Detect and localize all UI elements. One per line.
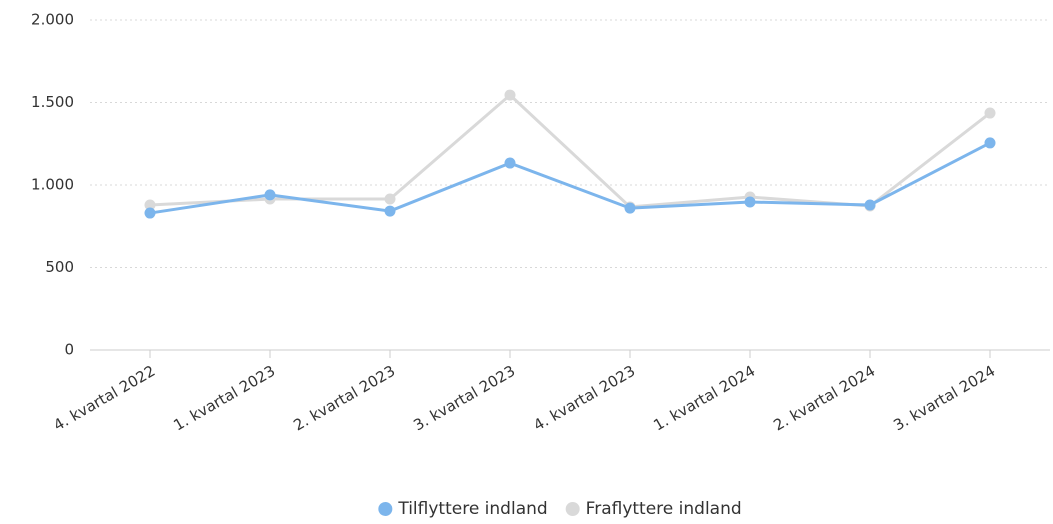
y-tick-label: 0 <box>64 341 74 359</box>
marker <box>504 157 516 169</box>
y-tick-label: 1.000 <box>31 176 74 194</box>
x-tick-label: 4. kvartal 2022 <box>50 362 158 435</box>
x-tick-label: 3. kvartal 2024 <box>890 362 998 435</box>
x-tick-label: 1. kvartal 2024 <box>650 362 758 435</box>
x-tick-label: 4. kvartal 2023 <box>530 362 638 435</box>
legend-symbol <box>378 502 393 516</box>
x-tick-label: 2. kvartal 2024 <box>770 362 878 435</box>
legend-label: Tilflyttere indland <box>397 499 547 519</box>
marker <box>144 207 156 219</box>
legend-symbol <box>565 502 580 516</box>
legend: Tilflyttere indland Fraflyttere indland <box>378 499 742 519</box>
marker <box>384 193 396 205</box>
marker <box>744 196 756 208</box>
marker <box>984 137 996 149</box>
line <box>149 93 991 209</box>
marker <box>504 89 516 101</box>
x-tick-label: 2. kvartal 2023 <box>290 362 398 435</box>
marker <box>864 199 876 211</box>
legend-label: Fraflyttere indland <box>586 499 742 519</box>
y-tick-label: 1.500 <box>31 93 74 111</box>
y-tick-label: 2.000 <box>31 11 74 29</box>
marker <box>264 189 276 201</box>
marker <box>624 202 636 214</box>
line <box>149 141 991 215</box>
x-tick-label: 3. kvartal 2023 <box>410 362 518 435</box>
marker <box>144 199 156 211</box>
y-tick-label: 500 <box>45 258 74 276</box>
x-tick-label: 1. kvartal 2023 <box>170 362 278 435</box>
marker <box>984 107 996 119</box>
marker <box>384 205 396 217</box>
